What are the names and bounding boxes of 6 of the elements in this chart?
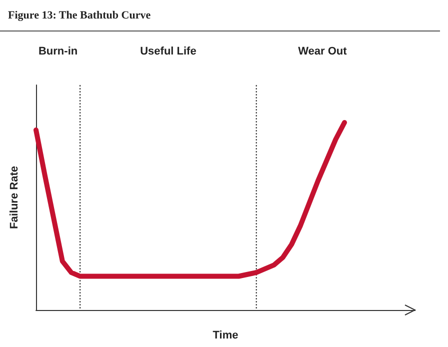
text: Useful Life (140, 46, 196, 58)
text: Burn-in (38, 46, 78, 58)
chart-title: Figure 13: The Bathtub Curve (8, 10, 151, 22)
y-axis-title: Failure Rate (8, 166, 20, 229)
x-axis-title: Time (212, 330, 238, 342)
text: Wear Out (298, 46, 348, 58)
